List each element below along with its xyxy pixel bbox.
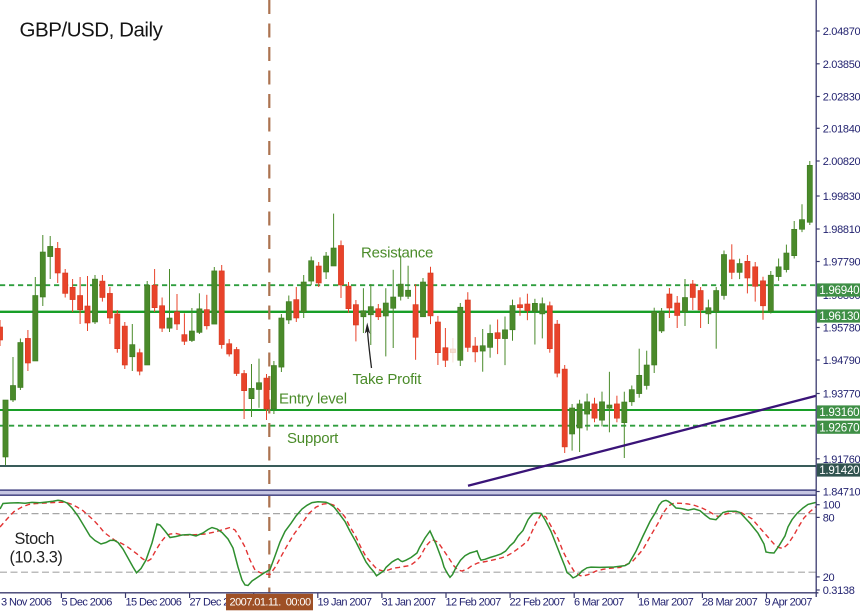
svg-text:2.04870: 2.04870 [823, 26, 860, 38]
svg-text:2.03850: 2.03850 [823, 59, 860, 71]
svg-text:1.94790: 1.94790 [823, 355, 860, 367]
svg-text:1.84710: 1.84710 [823, 487, 860, 499]
svg-text:80: 80 [823, 512, 835, 524]
svg-text:12 Feb 2007: 12 Feb 2007 [446, 597, 502, 609]
svg-text:2.00820: 2.00820 [823, 156, 860, 168]
svg-text:100: 100 [823, 500, 841, 512]
svg-text:31 Jan 2007: 31 Jan 2007 [382, 597, 436, 609]
svg-text:Resistance: Resistance [361, 245, 433, 262]
svg-text:1.91760: 1.91760 [823, 454, 860, 466]
svg-text:Support: Support [287, 430, 339, 447]
svg-text:1.92670: 1.92670 [819, 421, 859, 434]
svg-text:9 Apr 2007: 9 Apr 2007 [765, 597, 813, 609]
svg-text:22 Feb 2007: 22 Feb 2007 [510, 597, 566, 609]
svg-text:2.02830: 2.02830 [823, 92, 860, 104]
svg-text:20: 20 [823, 572, 835, 584]
svg-text:16 Mar 2007: 16 Mar 2007 [638, 597, 694, 609]
svg-text:1.98810: 1.98810 [823, 224, 860, 236]
svg-text:1.95780: 1.95780 [823, 323, 860, 335]
svg-text:6 Mar 2007: 6 Mar 2007 [574, 597, 624, 609]
svg-text:15 Dec 2006: 15 Dec 2006 [126, 597, 182, 609]
svg-text:1.93770: 1.93770 [823, 389, 860, 401]
svg-text:27 Dec 2: 27 Dec 2 [190, 597, 230, 609]
svg-text:1.93160: 1.93160 [819, 406, 859, 419]
svg-text:Take Profit: Take Profit [353, 371, 423, 388]
svg-text:2.01840: 2.01840 [823, 123, 860, 135]
svg-text:3 Nov 2006: 3 Nov 2006 [1, 597, 52, 609]
svg-text:2007.01.11. 00:00: 2007.01.11. 00:00 [230, 597, 311, 609]
svg-text:1.99830: 1.99830 [823, 191, 860, 203]
svg-text:28 Mar 2007: 28 Mar 2007 [702, 597, 758, 609]
svg-text:Entry level: Entry level [279, 391, 347, 408]
svg-text:19 Jan 2007: 19 Jan 2007 [318, 597, 372, 609]
svg-text:5 Dec 2006: 5 Dec 2006 [62, 597, 113, 609]
svg-text:(10.3.3): (10.3.3) [10, 549, 63, 567]
svg-text:Stoch: Stoch [15, 530, 55, 548]
svg-text:GBP/USD, Daily: GBP/USD, Daily [20, 18, 164, 41]
svg-text:1.96940: 1.96940 [819, 284, 859, 297]
svg-text:1.96130: 1.96130 [819, 310, 859, 323]
svg-text:1.97790: 1.97790 [823, 257, 860, 269]
svg-text:1.91420: 1.91420 [819, 464, 859, 477]
svg-text:0.3138: 0.3138 [823, 585, 855, 597]
